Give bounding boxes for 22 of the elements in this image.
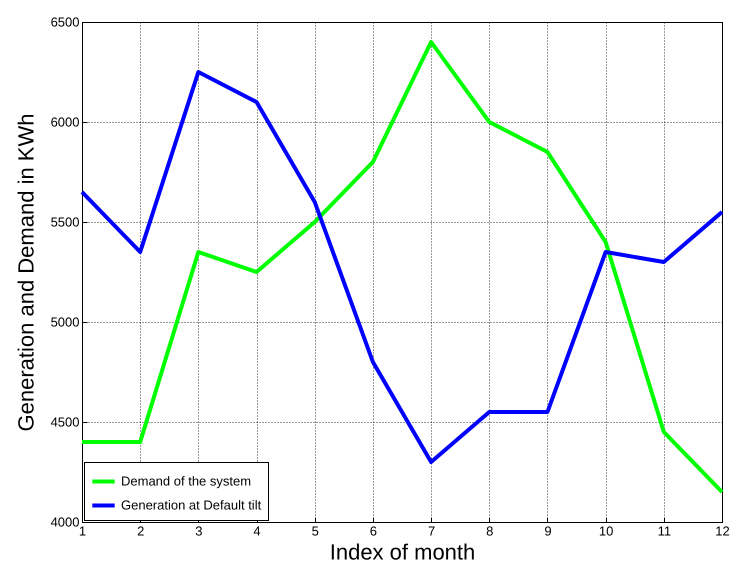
- y-tick-label: 4500: [50, 414, 80, 430]
- x-tick-label: 12: [715, 524, 730, 538]
- x-tick-label: 11: [658, 524, 672, 538]
- y-axis-title: Generation and Demand in KWh: [14, 114, 39, 432]
- x-tick-label: 8: [486, 524, 494, 538]
- y-tick-label: 5000: [50, 314, 80, 330]
- y-tick-label: 5500: [50, 214, 80, 230]
- y-tick-label: 6500: [50, 14, 80, 30]
- x-tick-label: 5: [312, 524, 319, 538]
- x-tick-label: 7: [428, 524, 436, 538]
- y-tick-label: 4000: [50, 514, 80, 530]
- x-tick-label: 2: [137, 524, 144, 538]
- legend-label: Demand of the system: [121, 474, 252, 488]
- x-tick-label: 6: [370, 524, 378, 538]
- x-tick-label: 9: [544, 524, 552, 538]
- x-tick-label: 10: [598, 524, 614, 538]
- y-tick-label: 6000: [50, 114, 80, 130]
- x-tick-label: 4: [253, 524, 261, 538]
- x-axis-title: Index of month: [330, 540, 476, 564]
- x-tick-label: 3: [195, 524, 202, 538]
- x-tick-label: 1: [78, 524, 86, 538]
- legend-label: Generation at Default tilt: [121, 498, 262, 512]
